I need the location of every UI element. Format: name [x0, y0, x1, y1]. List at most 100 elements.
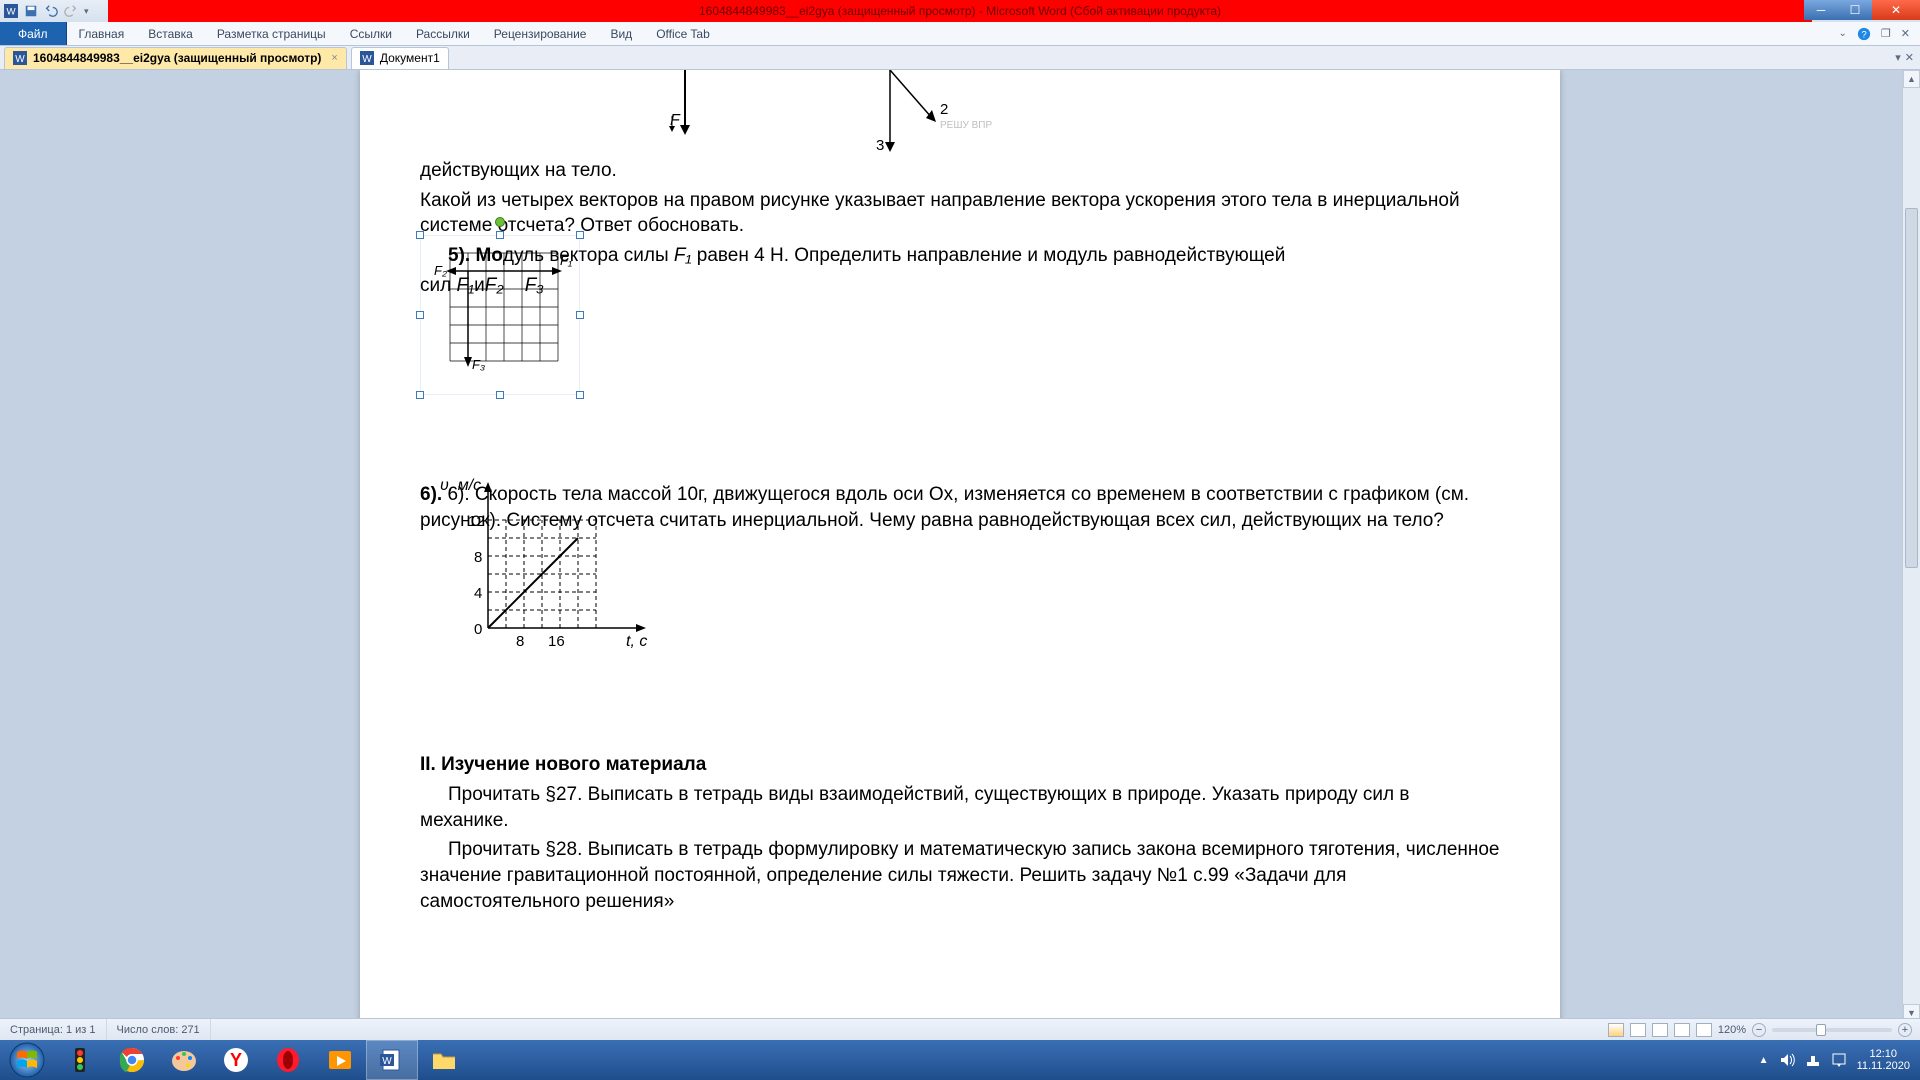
close-button[interactable]: ✕ [1872, 0, 1920, 20]
status-label: Страница: 1 из 1 [10, 1024, 96, 1036]
undo-icon[interactable] [44, 4, 58, 18]
scroll-up-icon[interactable]: ▲ [1903, 70, 1920, 88]
resize-handle-nw[interactable] [416, 231, 424, 239]
taskbar-app-explorer[interactable] [418, 1040, 470, 1080]
action-center-icon[interactable] [1831, 1052, 1847, 1068]
resize-handle-n[interactable] [496, 231, 504, 239]
zoom-slider[interactable] [1772, 1028, 1892, 1032]
ribbon-tab-officetab[interactable]: Office Tab [644, 22, 722, 45]
paragraph-5: 5). Модуль вектора силы F₁ равен 4 Н. Оп… [420, 243, 1500, 269]
taskbar-app-chrome[interactable] [106, 1040, 158, 1080]
paragraph: Прочитать §27. Выписать в тетрадь виды в… [420, 782, 1500, 833]
svg-text:W: W [382, 1056, 392, 1067]
ribbon-tab-layout[interactable]: Разметка страницы [205, 22, 338, 45]
svg-text:Y: Y [230, 1050, 242, 1070]
resize-handle-ne[interactable] [576, 231, 584, 239]
resize-handle-sw[interactable] [416, 391, 424, 399]
ribbon-tab-label: Вид [610, 27, 632, 41]
ribbon-close-icon[interactable]: ✕ [1901, 27, 1910, 40]
view-outline-icon[interactable] [1674, 1023, 1690, 1037]
vertical-scrollbar[interactable]: ▲ ▼ ▬ [1902, 70, 1920, 1040]
view-print-icon[interactable] [1608, 1023, 1624, 1037]
selected-image[interactable]: F₂ F₁ F₃ [420, 235, 580, 395]
network-icon[interactable] [1805, 1052, 1821, 1068]
ribbon-tab-mailings[interactable]: Рассылки [404, 22, 482, 45]
label-2: 2 [940, 101, 948, 118]
doctabs-close-icon[interactable]: ✕ [1905, 51, 1914, 64]
document-tab-label: 1604844849983__ei2gya (защищенный просмо… [33, 51, 321, 65]
resize-handle-s[interactable] [496, 391, 504, 399]
taskbar-app-opera[interactable] [262, 1040, 314, 1080]
maximize-button[interactable]: ☐ [1838, 0, 1872, 20]
resize-handle-e[interactable] [576, 311, 584, 319]
svg-text:t, с: t, с [626, 633, 647, 650]
svg-text:W: W [362, 54, 372, 65]
ribbon-tab-references[interactable]: Ссылки [338, 22, 404, 45]
windows-start-icon [9, 1042, 45, 1078]
document-area[interactable]: F 2 РЕШУ ВПР 3 действующих на тело. Како… [0, 70, 1902, 1040]
svg-text:8: 8 [516, 633, 524, 650]
svg-text:W: W [6, 7, 16, 18]
taskbar-app-mediaplayer[interactable] [314, 1040, 366, 1080]
doctabs-dropdown-icon[interactable]: ▾ [1895, 51, 1901, 64]
svg-text:?: ? [1861, 29, 1866, 40]
minimize-button[interactable]: ─ [1804, 0, 1838, 20]
document-tab-label: Документ1 [380, 51, 440, 65]
quick-access-toolbar: W ▾ [0, 4, 89, 18]
status-page[interactable]: Страница: 1 из 1 [0, 1019, 107, 1040]
zoom-out-icon[interactable]: − [1752, 1023, 1766, 1037]
file-tab[interactable]: Файл [0, 22, 67, 45]
text-run: F₁ [674, 245, 692, 266]
tray-show-hidden-icon[interactable]: ▲ [1759, 1055, 1769, 1066]
zoom-in-icon[interactable]: + [1898, 1023, 1912, 1037]
status-label: Число слов: 271 [117, 1024, 200, 1036]
svg-text:W: W [15, 54, 25, 65]
ribbon-tabs: Файл Главная Вставка Разметка страницы С… [0, 22, 1920, 46]
opera-icon [274, 1046, 302, 1074]
taskbar-app-yandex[interactable]: Y [210, 1040, 262, 1080]
status-words[interactable]: Число слов: 271 [107, 1019, 211, 1040]
status-right: 120% − + [1608, 1023, 1920, 1037]
view-web-icon[interactable] [1652, 1023, 1668, 1037]
title-bar: W ▾ 1604844849983__ei2gya (защищенный пр… [0, 0, 1920, 22]
scroll-thumb[interactable] [1905, 208, 1918, 568]
taskbar: Y W ▲ 12:10 11.11.2020 [0, 1040, 1920, 1080]
document-tab-1[interactable]: W 1604844849983__ei2gya (защищенный прос… [4, 47, 347, 69]
ribbon-tab-home[interactable]: Главная [67, 22, 137, 45]
ribbon-dropdown-icon[interactable]: ⌄ [1839, 28, 1847, 39]
zoom-slider-thumb[interactable] [1816, 1024, 1826, 1036]
tab-close-icon[interactable]: × [331, 52, 337, 64]
word-icon: W [378, 1046, 406, 1074]
selection-border [420, 235, 580, 395]
ribbon-tab-insert[interactable]: Вставка [136, 22, 205, 45]
system-tray: ▲ 12:10 11.11.2020 [1759, 1048, 1920, 1072]
view-draft-icon[interactable] [1696, 1023, 1712, 1037]
view-read-icon[interactable] [1630, 1023, 1646, 1037]
status-bar: Страница: 1 из 1 Число слов: 271 120% − … [0, 1018, 1920, 1040]
rotation-handle-icon[interactable] [495, 217, 505, 227]
title-text-band: 1604844849983__ei2gya (защищенный просмо… [108, 0, 1812, 22]
media-player-icon [326, 1046, 354, 1074]
redo-icon[interactable] [64, 4, 78, 18]
word-doc-icon: W [13, 51, 27, 65]
ribbon-tab-view[interactable]: Вид [598, 22, 644, 45]
start-button[interactable] [0, 1040, 54, 1080]
scroll-track[interactable] [1903, 88, 1920, 1004]
resize-handle-w[interactable] [416, 311, 424, 319]
ribbon-tab-review[interactable]: Рецензирование [482, 22, 599, 45]
ribbon-right-controls: ⌄ ? ❐ ✕ [1839, 22, 1920, 45]
window-title: 1604844849983__ei2gya (защищенный просмо… [699, 4, 1221, 18]
document-tab-2[interactable]: W Документ1 [351, 47, 449, 69]
zoom-value[interactable]: 120% [1718, 1024, 1746, 1036]
volume-icon[interactable] [1779, 1052, 1795, 1068]
taskbar-app-traffic[interactable] [54, 1040, 106, 1080]
taskbar-app-paint[interactable] [158, 1040, 210, 1080]
save-icon[interactable] [24, 4, 38, 18]
taskbar-app-word[interactable]: W [366, 1040, 418, 1080]
resize-handle-se[interactable] [576, 391, 584, 399]
tray-clock[interactable]: 12:10 11.11.2020 [1857, 1048, 1910, 1072]
ribbon-restore-icon[interactable]: ❐ [1881, 27, 1891, 40]
help-icon[interactable]: ? [1857, 27, 1871, 41]
ribbon-tab-label: Рассылки [416, 27, 470, 41]
qat-dropdown-icon[interactable]: ▾ [84, 6, 89, 17]
